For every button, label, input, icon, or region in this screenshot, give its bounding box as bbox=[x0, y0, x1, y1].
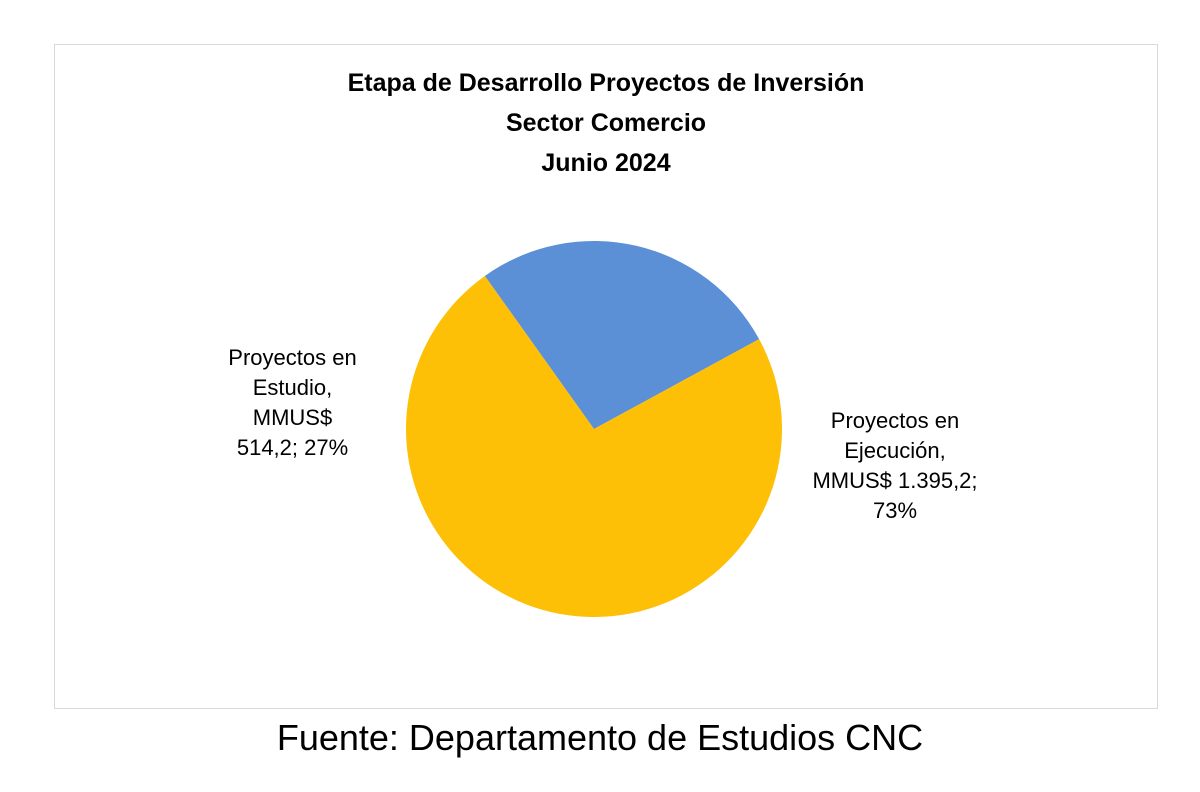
data-label-ejecucion-line-4: 73% bbox=[872, 498, 918, 523]
chart-title-line-1: Etapa de Desarrollo Proyectos de Inversi… bbox=[347, 69, 865, 97]
chart-title-line-2: Sector Comercio bbox=[505, 109, 707, 137]
chart-title: Etapa de Desarrollo Proyectos de Inversi… bbox=[55, 63, 1157, 183]
data-label-ejecucion: Proyectos en Ejecución, MMUS$ 1.395,2; 7… bbox=[780, 406, 1010, 526]
data-label-ejecucion-line-3: MMUS$ 1.395,2; bbox=[812, 468, 978, 493]
data-label-estudio-line-4: 514,2; 27% bbox=[236, 435, 349, 460]
pie-slice-ejecucion bbox=[405, 275, 782, 617]
data-label-estudio: Proyectos en Estudio, MMUS$ 514,2; 27% bbox=[200, 343, 385, 463]
source-note: Fuente: Departamento de Estudios CNC bbox=[276, 717, 924, 758]
pie-slices bbox=[405, 240, 782, 617]
chart-title-line-3: Junio 2024 bbox=[541, 149, 671, 177]
data-label-estudio-line-2: Estudio, bbox=[252, 375, 333, 400]
data-label-estudio-line-1: Proyectos en bbox=[228, 345, 357, 370]
data-label-ejecucion-line-1: Proyectos en bbox=[830, 408, 960, 433]
pie-slice-estudio bbox=[484, 240, 760, 429]
data-label-estudio-line-3: MMUS$ bbox=[252, 405, 333, 430]
data-label-ejecucion-line-2: Ejecución, bbox=[844, 438, 946, 463]
